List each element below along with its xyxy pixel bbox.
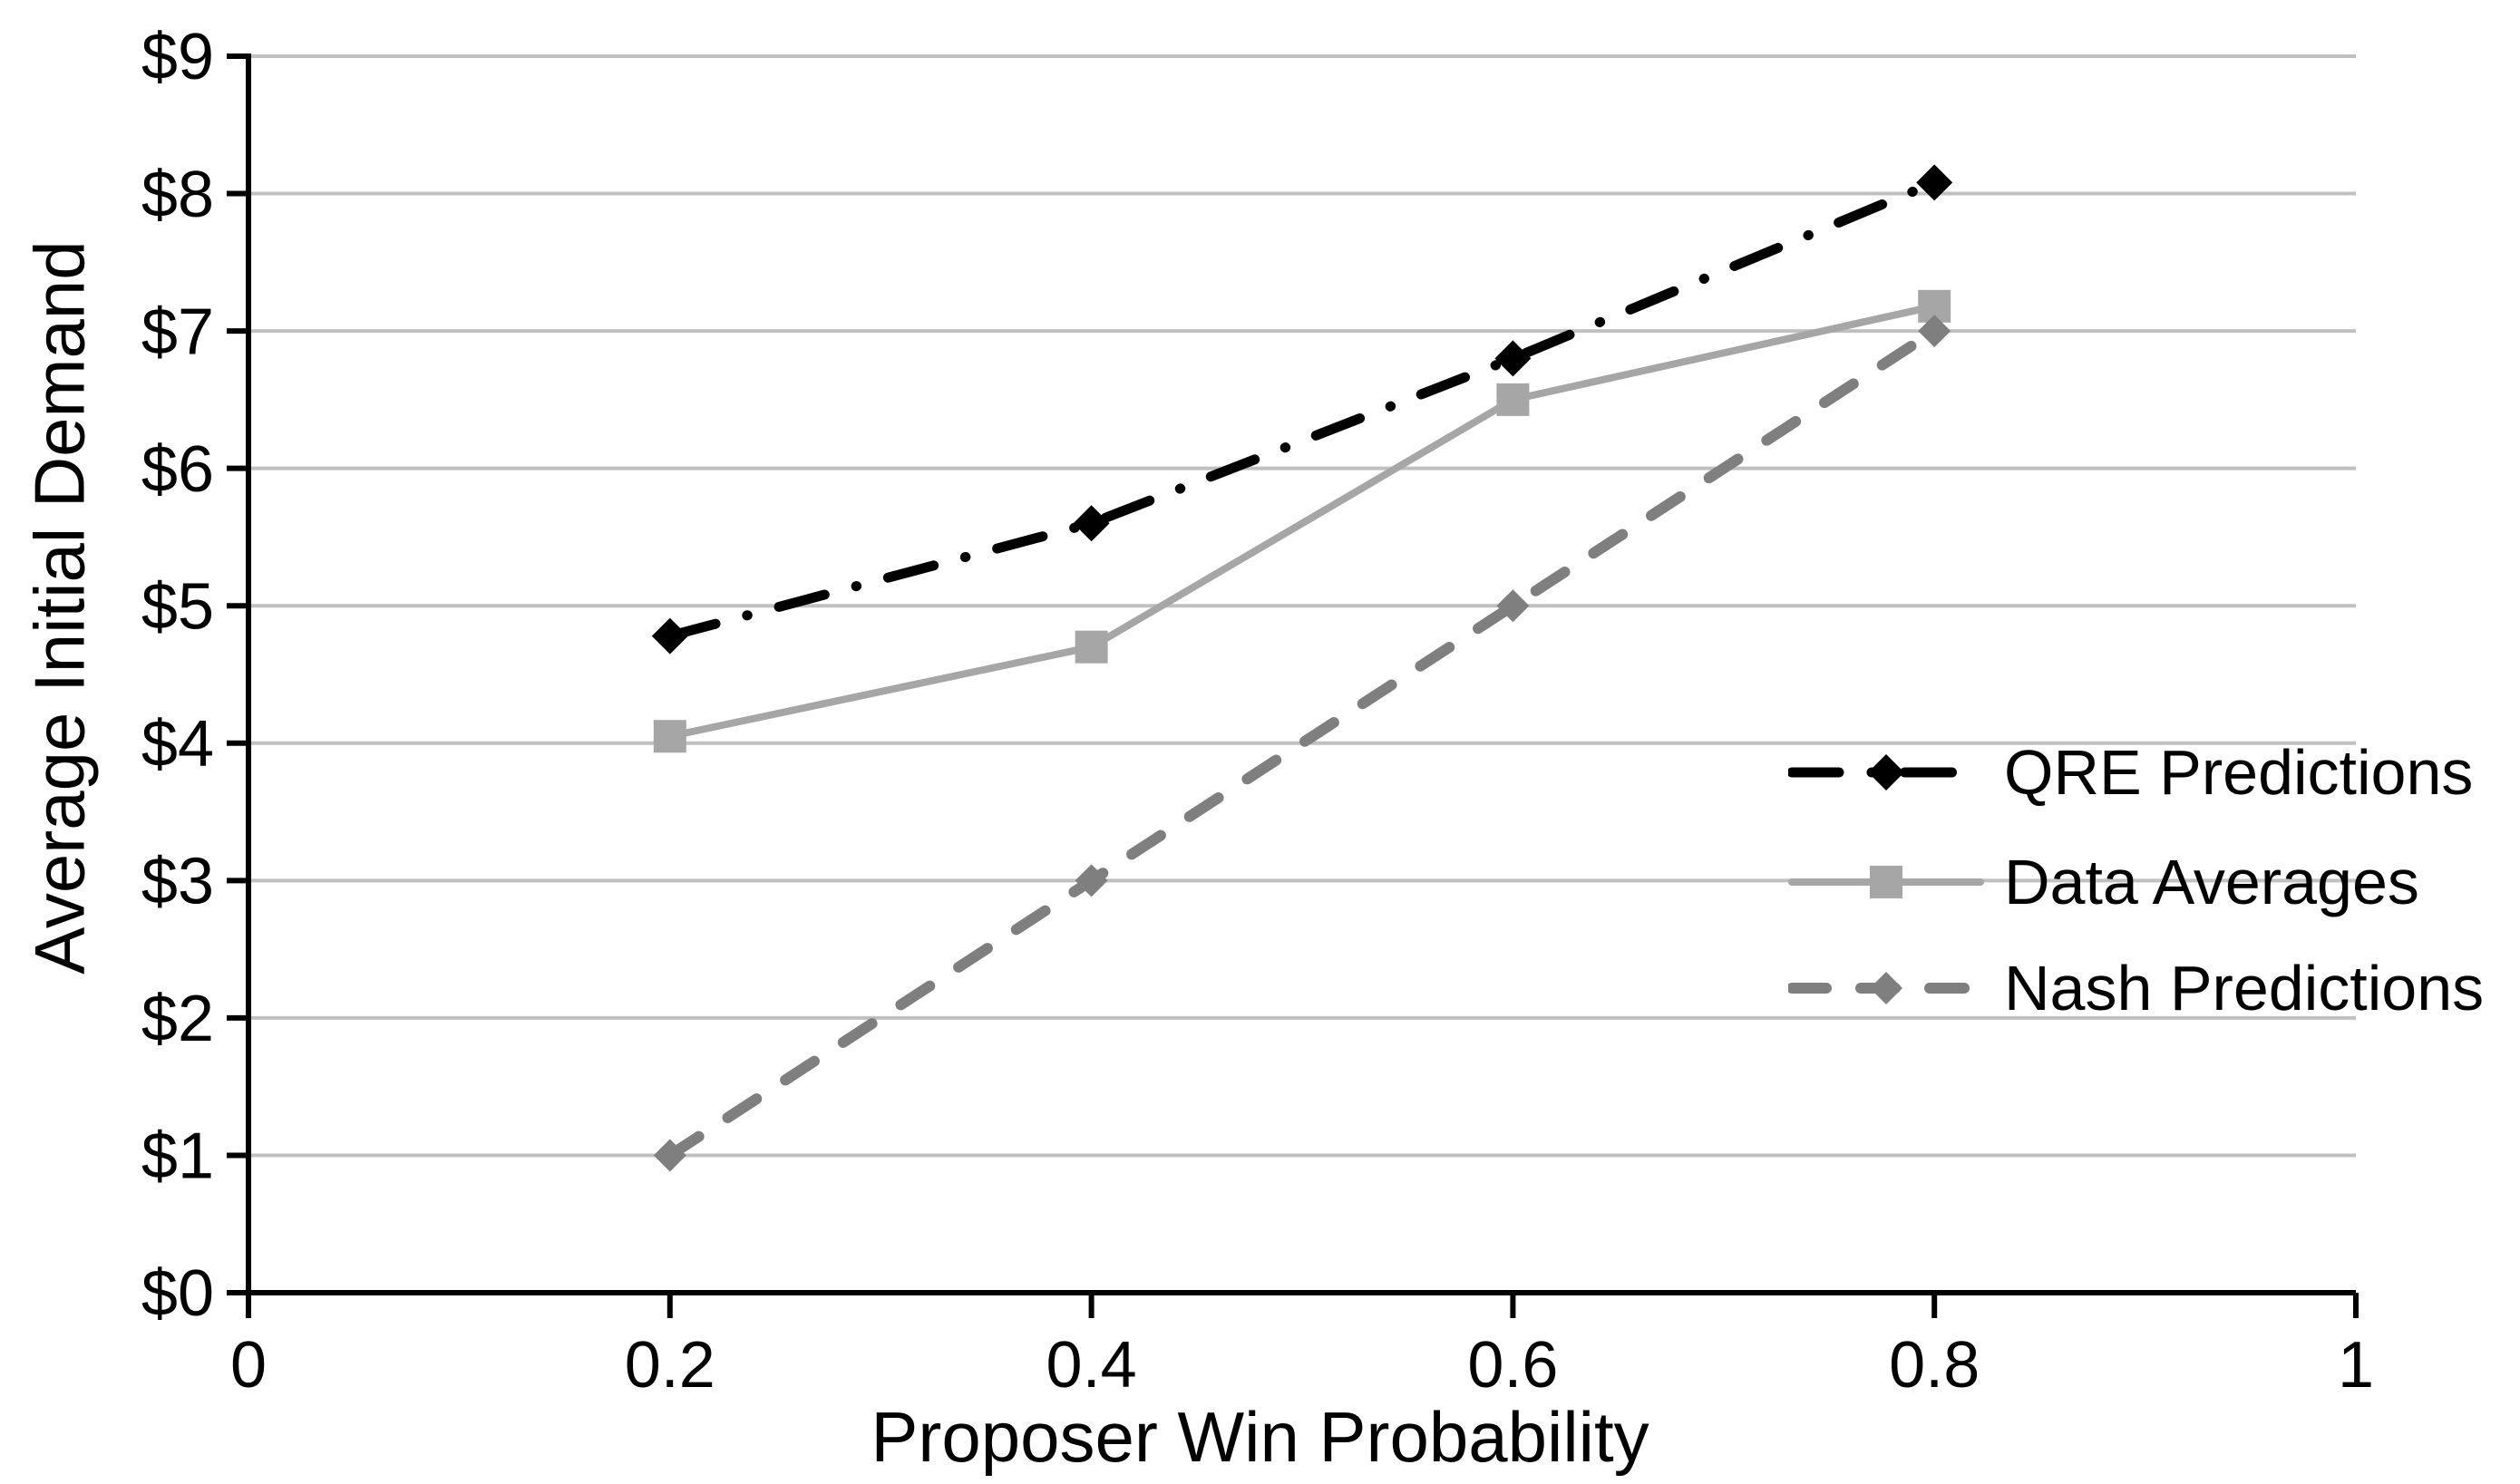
series-marker-data-averages	[1075, 630, 1108, 664]
series-marker-qre-predictions	[1073, 505, 1110, 542]
series-line-data-averages	[666, 302, 1939, 741]
y-tick-label: $3	[141, 846, 214, 918]
series-marker-nash-predictions	[1496, 589, 1530, 623]
series-line-qre-predictions	[665, 177, 1940, 642]
axes-group	[227, 53, 2359, 1318]
series-marker-data-averages	[653, 720, 686, 753]
y-tick-label: $9	[141, 21, 214, 93]
series-marker-nash-predictions	[1075, 864, 1108, 897]
gridlines-group	[248, 54, 2356, 1158]
legend-label-qre-predictions: QRE Predictions	[2004, 737, 2474, 808]
series-marker-qre-predictions	[651, 617, 688, 655]
series-group	[651, 164, 1953, 1172]
x-axis-title: Proposer Win Probability	[871, 1397, 1649, 1477]
y-tick-label: $2	[141, 983, 214, 1055]
x-tick-label: 0.4	[1046, 1329, 1137, 1402]
legend-sample-data-averages	[1788, 866, 1984, 898]
legend-sample-marker	[1870, 972, 1902, 1004]
series-marker-nash-predictions	[1918, 315, 1951, 348]
series-marker-nash-predictions	[653, 1139, 686, 1172]
y-tick-label: $6	[141, 433, 214, 506]
legend-label-data-averages: Data Averages	[2004, 847, 2419, 917]
legend-item-data-averages: Data Averages	[1788, 847, 2419, 917]
y-tick-label: $1	[141, 1120, 214, 1193]
x-tick-label: 0.2	[625, 1329, 715, 1402]
legend-item-qre-predictions: QRE Predictions	[1788, 737, 2473, 808]
legend-sample-nash-predictions	[1788, 972, 1984, 1004]
legend-label-nash-predictions: Nash Predictions	[2004, 953, 2485, 1023]
x-tick-label: 0.8	[1889, 1329, 1980, 1402]
x-tick-label: 0.6	[1467, 1329, 1558, 1402]
y-tick-label: $8	[141, 159, 214, 231]
x-tick-label: 0	[230, 1329, 267, 1402]
legend-item-nash-predictions: Nash Predictions	[1788, 953, 2485, 1023]
tick-labels-group: $0 $1 $2 $3 $4 $5 $6 $7 $8 $9 0 0.2 0.4 0.6 0.8 1	[141, 21, 2374, 1402]
series-marker-data-averages	[1496, 383, 1530, 416]
legend-sample-marker	[1870, 866, 1902, 898]
y-axis-title: Average Initial Demand	[19, 240, 100, 975]
legend-sample-qre-predictions	[1788, 754, 1984, 790]
y-tick-label: $5	[141, 570, 214, 643]
y-tick-label: $7	[141, 296, 214, 368]
y-tick-label: $0	[141, 1257, 214, 1330]
series-line-nash-predictions	[664, 325, 1941, 1161]
series-marker-qre-predictions	[1916, 164, 1953, 201]
y-tick-label: $4	[141, 708, 214, 781]
series-marker-qre-predictions	[1494, 340, 1532, 377]
legend-sample-marker	[1868, 754, 1904, 790]
x-tick-label: 1	[2338, 1329, 2374, 1402]
